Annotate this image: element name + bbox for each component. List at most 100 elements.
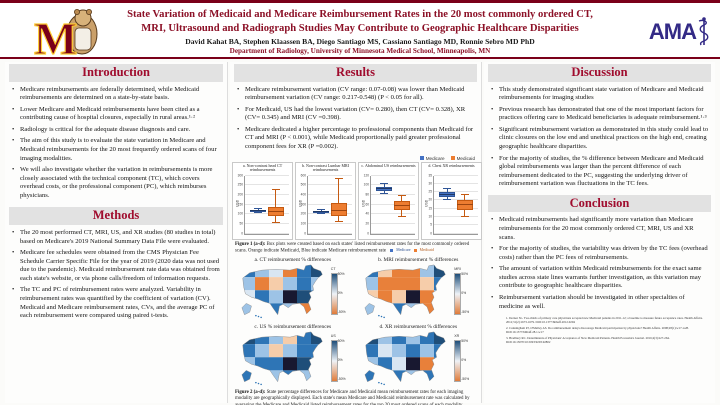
authors-line: David Kahat BA, Stephen Klaassen BA, Die… bbox=[185, 37, 535, 47]
scale-gradient bbox=[454, 340, 462, 383]
whisker-line bbox=[275, 190, 277, 223]
legend-medicaid-label: Medicaid bbox=[456, 155, 475, 161]
results-bullets: • Medicare reimbursement variation (CV ra… bbox=[230, 86, 481, 152]
bullet-item: • Medicare fee schedules were obtained fr… bbox=[11, 249, 222, 283]
y-tick-label: 20 bbox=[365, 221, 369, 226]
bullet-text: Reimbursement variation should be invest… bbox=[499, 293, 685, 310]
median-line bbox=[267, 210, 284, 212]
whisker-cap-top bbox=[317, 208, 326, 210]
medicare-swatch bbox=[419, 156, 424, 161]
scale-gradient bbox=[330, 340, 338, 383]
y-tick-label: 35 bbox=[428, 173, 432, 178]
whisker-cap-top bbox=[397, 194, 406, 196]
whisker-cap-bottom bbox=[380, 192, 389, 194]
gridline bbox=[371, 232, 415, 234]
ama-logo: AMA bbox=[612, 17, 712, 47]
map-title-xr: d. XR reimbursement % differences bbox=[379, 324, 458, 331]
y-axis-label: USD bbox=[424, 199, 429, 207]
bullet-dot: • bbox=[491, 245, 494, 253]
figure1-boxplots: a. Non-contrast head CT reimbursements 0 5… bbox=[230, 161, 482, 240]
y-tick-label: 100 bbox=[300, 221, 306, 226]
whisker-cap-bottom bbox=[397, 215, 406, 217]
y-tick-label: 0 bbox=[430, 231, 432, 236]
reference-item: 1. Decker SL. Two-thirds of primary care… bbox=[506, 316, 703, 325]
scale-mid-label: 0% bbox=[461, 358, 467, 363]
bullet-dot: • bbox=[12, 105, 15, 113]
medicaid-swatch bbox=[450, 156, 455, 161]
umn-logo-icon: M bbox=[33, 9, 98, 65]
bullet-item: • Medicare dedicated a higher percentage … bbox=[236, 126, 476, 152]
bullet-item: • Medicare reimbursement variation (CV ra… bbox=[236, 86, 476, 103]
bullet-item: • For Medicaid, US had the lowest variati… bbox=[236, 106, 476, 123]
section-header-methods: Methods bbox=[9, 207, 223, 225]
y-tick-label: 150 bbox=[237, 202, 243, 207]
bullet-text: The amount of variation within Medicaid … bbox=[499, 265, 702, 290]
gridline bbox=[245, 184, 289, 186]
gridline bbox=[308, 203, 352, 205]
y-tick-label: 200 bbox=[237, 192, 243, 197]
section-header-introduction: Introduction bbox=[9, 64, 223, 82]
map-title-mri: b. MRI reimbursement % differences bbox=[378, 257, 459, 264]
bullet-dot: • bbox=[237, 105, 240, 113]
poster-title-line1: State Variation of Medicaid and Medicare… bbox=[127, 9, 593, 20]
bullet-item: • Previous research has demonstrated that… bbox=[490, 106, 710, 123]
y-tick-label: 10 bbox=[428, 214, 432, 219]
whisker-cap-bottom bbox=[460, 216, 469, 217]
scale-mid-label: 0% bbox=[337, 358, 343, 363]
choropleth-map-ct: CT 50% 0% -50% bbox=[237, 264, 351, 320]
boxplot-chart: d. Chest XR reimbursements 0 5 10 15 20 25 30 35… bbox=[421, 161, 482, 240]
whisker-cap-bottom bbox=[271, 221, 280, 223]
bullet-text: The aim of this study is to evaluate the… bbox=[20, 137, 217, 162]
bullet-item: • Lower Medicare and Medicaid reimburseme… bbox=[11, 106, 222, 123]
us-map bbox=[364, 331, 446, 386]
gridline bbox=[434, 199, 478, 201]
whisker-cap-bottom bbox=[443, 199, 452, 201]
y-tick-label: 15 bbox=[428, 206, 432, 211]
column-middle: Results • Medicare reimbursement variatio… bbox=[230, 62, 482, 405]
bullet-item: • The aim of this study is to evaluate th… bbox=[11, 137, 222, 163]
scale-gradient bbox=[454, 273, 462, 316]
whisker-cap-top bbox=[460, 194, 469, 196]
gridline bbox=[434, 191, 478, 193]
bullet-text: Medicaid reimbursements had significantl… bbox=[499, 216, 694, 241]
bullet-item: • For the majority of studies, the % diff… bbox=[490, 155, 710, 189]
top-maroon-bar bbox=[0, 0, 720, 3]
box-medicaid bbox=[456, 200, 473, 211]
gridline bbox=[245, 193, 289, 195]
box-medicaid bbox=[330, 202, 347, 216]
title-block: State Variation of Medicaid and Medicare… bbox=[110, 8, 610, 55]
bullet-text: The TC and PC of reimbursement rates wer… bbox=[20, 286, 215, 320]
bullet-item: • The amount of variation within Medicaid… bbox=[490, 265, 710, 291]
scale-modality-label: XR bbox=[454, 334, 460, 339]
y-tick-label: 0 bbox=[241, 231, 243, 236]
bullet-text: We will also investigate whether the var… bbox=[20, 166, 213, 199]
section-header-discussion: Discussion bbox=[488, 64, 711, 82]
median-line bbox=[439, 194, 456, 196]
medicaid-swatch bbox=[413, 248, 417, 252]
svg-text:M: M bbox=[34, 13, 77, 58]
methods-bullets: • The 20 most performed CT, MRI, US, and … bbox=[5, 229, 227, 321]
poster-header: M State Variation of Medicaid and Medica… bbox=[0, 3, 720, 65]
scale-modality-label: CT bbox=[330, 267, 336, 272]
median-line bbox=[456, 204, 473, 206]
scale-min-label: -50% bbox=[461, 310, 470, 315]
gridline bbox=[308, 213, 352, 215]
gridline bbox=[434, 182, 478, 184]
bullet-dot: • bbox=[491, 216, 494, 224]
scale-min-label: -50% bbox=[461, 377, 470, 382]
discussion-bullets: • This study demonstrated significant sta… bbox=[484, 86, 715, 189]
header-divider bbox=[0, 57, 720, 59]
us-map bbox=[241, 331, 323, 386]
y-tick-label: 25 bbox=[428, 189, 432, 194]
scale-modality-label: MRI bbox=[454, 267, 461, 272]
bullet-item: • Medicaid reimbursements had significant… bbox=[490, 216, 710, 242]
map-title-us: c. US % reimbursement differences bbox=[254, 324, 332, 331]
scale-max-label: 50% bbox=[461, 272, 469, 277]
boxplot-plot-area: 0 20 40 60 80 100 120 USD bbox=[362, 173, 415, 235]
scale-min-label: -50% bbox=[337, 377, 346, 382]
boxplot-title: a. Non-contrast head CT reimbursements bbox=[242, 162, 283, 173]
whisker-cap-top bbox=[254, 207, 263, 209]
gridline bbox=[371, 222, 415, 224]
bullet-text: For the majority of studies, the variabi… bbox=[499, 245, 708, 261]
